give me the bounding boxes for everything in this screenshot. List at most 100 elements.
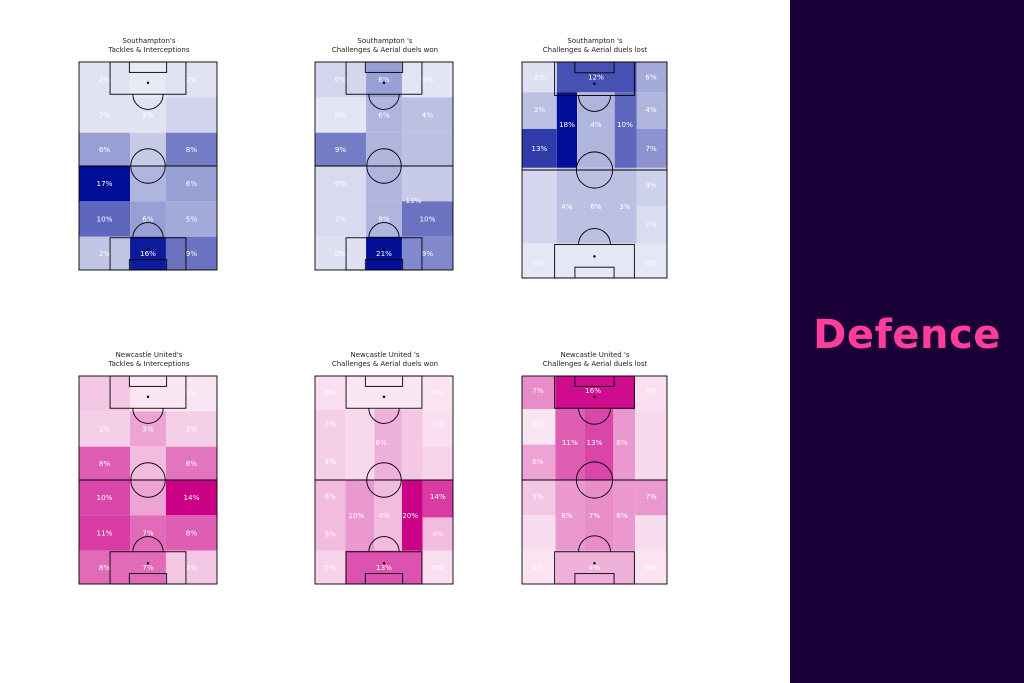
cell-label: 0% (335, 249, 347, 258)
six-yard-box-top (128, 61, 168, 73)
penalty-arc-top (368, 94, 400, 110)
heatmap-cell (422, 409, 453, 447)
heatmap-cell (556, 167, 637, 244)
heatmap-cell (130, 62, 166, 98)
cell-label: 6% (645, 73, 657, 82)
heatmap-labels: 0% 6% 0% 0% 6% 4% 9% 0% 2% 8% 10% 0% 21% 9% 13% (335, 75, 436, 258)
chart-title: Newcastle United's Tackles & Interceptio… (49, 351, 249, 369)
heatmap-cell (165, 97, 217, 133)
penalty-spot-bottom (382, 561, 386, 565)
cell-label: 5% (324, 530, 336, 539)
heatmap-cell (422, 376, 453, 410)
chart-title-line1: Newcastle United's (115, 351, 183, 359)
six-yard-box-top (128, 375, 168, 387)
cell-label: 0% (645, 563, 657, 572)
heatmap-cell (130, 201, 166, 237)
heatmap-cell (556, 62, 637, 93)
six-yard-box-bottom (364, 573, 404, 585)
cell-label: 10% (348, 511, 364, 520)
heatmap-cells (79, 376, 217, 584)
cell-label: 9% (422, 249, 434, 258)
heatmap-cell (366, 132, 402, 166)
cell-label: 4% (561, 202, 573, 211)
heatmap-cell (79, 62, 131, 98)
cell-label: 13% (531, 144, 547, 153)
heatmap-cell (130, 446, 166, 480)
cell-label: 2% (99, 75, 111, 84)
cell-label: 8% (378, 215, 390, 224)
heatmap-cell (315, 132, 367, 166)
heatmap-cell (315, 97, 367, 133)
penalty-arc-top (578, 95, 611, 112)
cell-label: 4% (589, 563, 601, 572)
heatmap-cell (165, 550, 217, 584)
heatmap-cell (130, 515, 166, 551)
penalty-arc-bottom (368, 222, 400, 238)
cell-label: 13% (376, 563, 392, 572)
heatmap-cell (613, 409, 636, 480)
cell-label: 7% (142, 529, 154, 538)
cell-label: 4% (645, 105, 657, 114)
cell-label: 7% (589, 511, 601, 520)
cell-label: 11% (97, 529, 113, 538)
heatmap-cell (555, 550, 636, 584)
heatmap-cell (79, 376, 131, 412)
heatmap-cell (522, 409, 556, 445)
cell-label: 6% (616, 438, 628, 447)
heatmap-cell (79, 201, 131, 237)
heatmap-cells (522, 376, 667, 584)
cell-label: 3% (142, 425, 154, 434)
cell-label: 4% (590, 120, 602, 129)
cell-label: 8% (186, 529, 198, 538)
heatmap-cell (635, 480, 667, 516)
chart-title-line1: Newcastle United 's (560, 351, 630, 359)
heatmap-cell (165, 166, 217, 202)
cell-label: 5% (532, 492, 544, 501)
cell-label: 6% (378, 75, 390, 84)
cell-label: 2% (142, 111, 154, 120)
cell-label: 2% (335, 215, 347, 224)
heatmap-cells (315, 62, 453, 270)
centre-circle (366, 462, 402, 498)
cell-label: 11% (562, 438, 578, 447)
heatmap-labels: 0% 0% 2% 2% 6% 4% 6% 14% 10% 4% 20% 5% 4% 5% 13% 0% (324, 388, 445, 572)
heatmap-cell (79, 480, 131, 516)
heatmap-cell (79, 446, 131, 480)
heatmap-cell (79, 166, 131, 202)
chart-title-line1: Newcastle United 's (350, 351, 420, 359)
cell-label: 0% (324, 388, 336, 397)
cell-label: 3% (186, 563, 198, 572)
heatmap-cell (79, 97, 131, 133)
cell-label: 6% (324, 492, 336, 501)
heatmap-cell (165, 446, 217, 480)
cell-label: 10% (419, 215, 435, 224)
six-yard-box-bottom (574, 266, 615, 279)
heatmap-cell (522, 92, 557, 129)
penalty-spot-bottom (146, 247, 150, 251)
heatmap-cell (401, 132, 453, 166)
heatmap-cell (165, 201, 217, 237)
centre-circle (130, 148, 166, 184)
pitch-heatmap: 0% 0% 2% 2% 6% 4% 6% 14% 10% 4% 20% 5% 4% 5% 13% 0% (314, 375, 454, 585)
cell-label: 14% (430, 492, 446, 501)
heatmap-cells (522, 62, 667, 278)
heatmap-cells (79, 62, 217, 270)
chart-title-line1: Southampton 's (567, 37, 623, 45)
heatmap-cell (636, 92, 667, 129)
cell-label: 3% (534, 105, 546, 114)
heatmap-labels: 1% 2% 3% 2% 8% 6% 10% 14% 11% 7% 8% 8% 7% 3% (97, 389, 200, 572)
heatmap-cell (374, 409, 402, 480)
chart-title: Newcastle United 's Challenges & Aerial … (495, 351, 695, 369)
cell-label: 0% (432, 388, 444, 397)
side-panel: Defence (790, 0, 1024, 683)
heatmap-cell (401, 201, 453, 237)
cell-label: 1% (186, 389, 198, 398)
pitch-heatmap: 2% 12% 6% 3% 4% 18% 4% 10% 13% 7% 3% 4% 6% 3% 2% 0% 0% (521, 61, 668, 279)
heatmap-cell (635, 515, 667, 551)
centre-circle (130, 462, 166, 498)
cell-label: 6% (186, 459, 198, 468)
heatmap-cell (315, 550, 346, 584)
heatmap-cells (315, 376, 453, 584)
heatmap-cell (422, 517, 453, 551)
penalty-arc-bottom (132, 536, 164, 552)
